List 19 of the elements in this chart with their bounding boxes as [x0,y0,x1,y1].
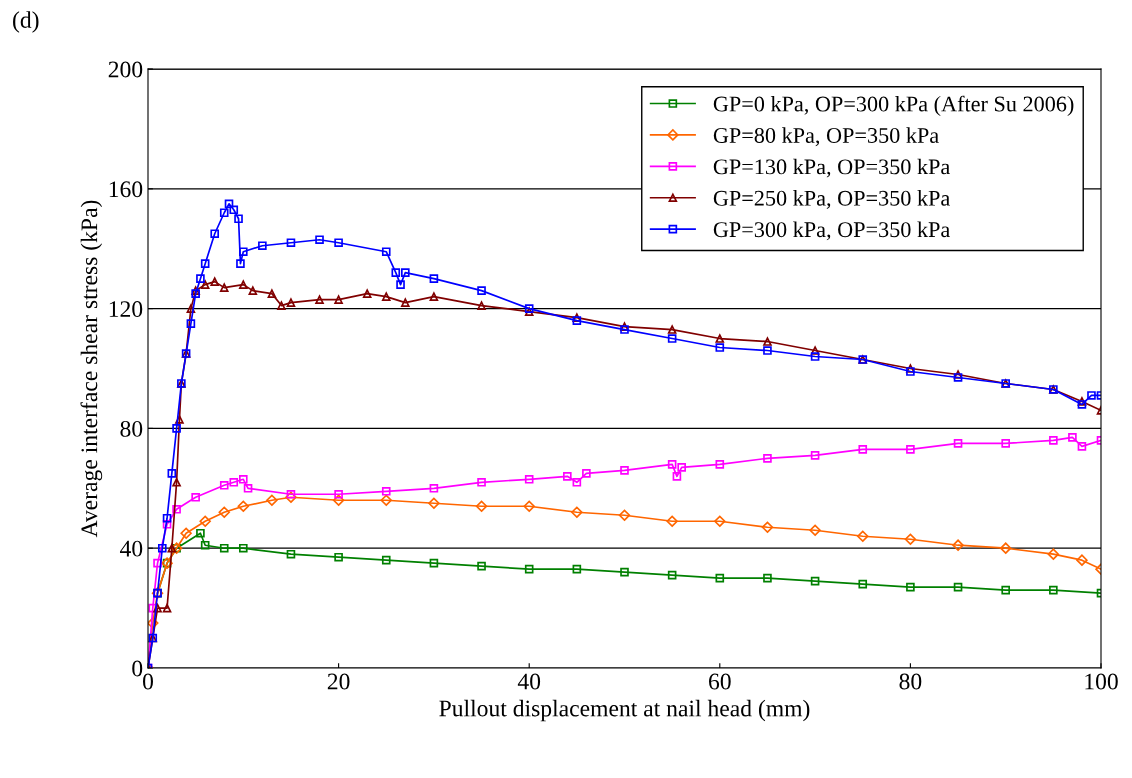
text: (d) [13,11,39,33]
legend-label: GP=300 kPa, OP=350 kPa [713,221,950,241]
x-tick-label: 80 [899,673,922,690]
y-tick-label: 200 [108,61,143,78]
y-tick-label: 120 [109,301,143,318]
y-axis-title: Average interface shear stress (kPa) [80,200,103,538]
x-tick-label: 20 [327,673,350,690]
y-tick-label: 40 [119,540,143,557]
legend-label: GP=80 kPa, OP=350 kPa [713,127,939,147]
x-tick-label: 60 [709,673,731,690]
x-tick-label: 40 [517,673,541,690]
y-tick-label: 80 [120,420,143,437]
legend-label: GP=250 kPa, OP=350 kPa [713,190,950,209]
legend-label: GP=130 kPa, OP=350 kPa [713,158,950,178]
y-tick-label: 0 [132,660,143,677]
x-tick-label: 100 [1085,673,1118,690]
x-axis-title: Pullout displacement at nail head (mm) [439,699,810,722]
y-tick-label: 160 [109,181,143,198]
legend-label: GP=0 kPa, OP=300 kPa (After Su 2006) [713,95,1074,117]
